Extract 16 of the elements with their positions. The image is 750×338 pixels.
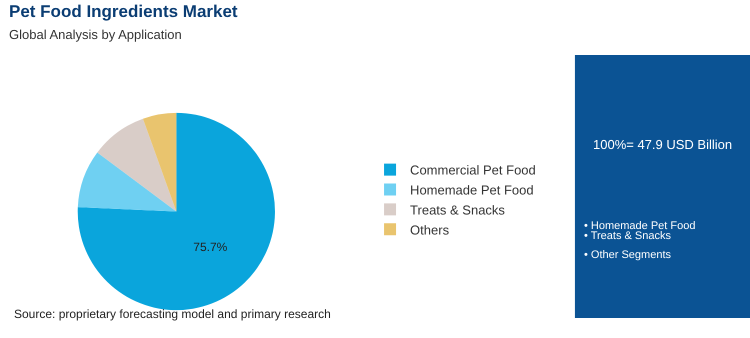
text: • Homemade Pet Food xyxy=(584,220,696,232)
legend-label: Homemade Pet Food xyxy=(410,182,534,198)
pie-slice xyxy=(97,118,176,212)
legend-label: Others xyxy=(410,222,450,238)
legend-label: Commercial Pet Food xyxy=(410,162,536,178)
pie-slice xyxy=(142,112,176,212)
pie-slice xyxy=(78,112,275,310)
legend-label: Treats & Snacks xyxy=(410,202,506,218)
source-note: Source: proprietary forecasting model and primary research xyxy=(14,307,331,321)
text: • Treats & Snacks xyxy=(584,230,672,242)
text: • Other Segments xyxy=(584,249,672,261)
chart-title: Pet Food Ingredients Market xyxy=(9,2,238,21)
text: 100%= 47.9 USD Billion xyxy=(593,137,732,152)
pie-slice xyxy=(78,152,176,212)
chart-subtitle: Global Analysis by Application xyxy=(9,27,182,42)
data-label: 75.7% xyxy=(193,240,228,254)
